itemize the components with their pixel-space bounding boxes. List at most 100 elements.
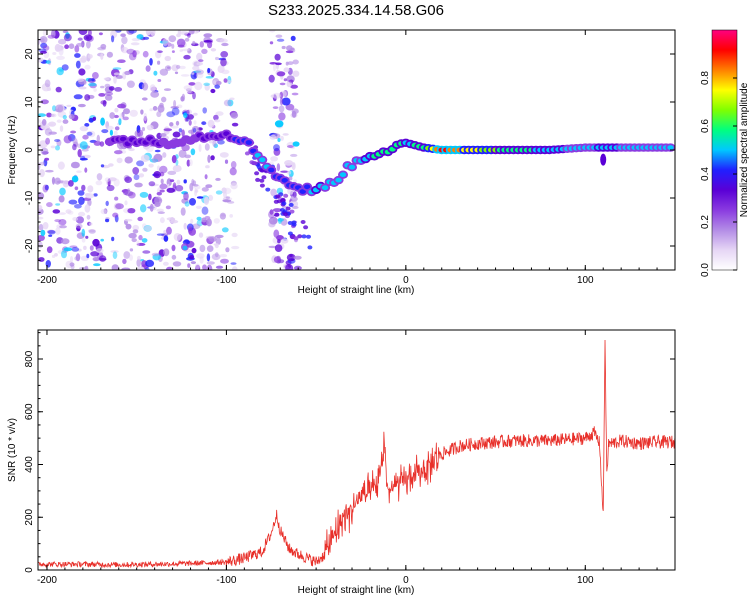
noise-blob	[189, 159, 193, 167]
noise-blob	[219, 152, 229, 158]
noise-blob	[276, 38, 285, 42]
noise-blob	[100, 209, 107, 215]
noise-blob	[210, 88, 216, 94]
noise-blob	[84, 94, 91, 101]
noise-blob	[163, 88, 172, 91]
noise-blob	[268, 245, 277, 249]
noise-blob	[48, 234, 53, 237]
noise-blob	[172, 261, 182, 267]
noise-blob	[153, 171, 161, 179]
noise-blob	[71, 247, 80, 252]
noise-blob	[140, 204, 147, 213]
noise-blob	[89, 245, 94, 251]
noise-blob	[148, 193, 152, 201]
noise-blob	[187, 33, 191, 38]
noise-blob	[287, 231, 293, 236]
noise-blob	[215, 190, 223, 195]
noise-blob	[42, 184, 49, 193]
noise-blob	[216, 80, 222, 86]
noise-blob	[167, 170, 177, 175]
noise-blob	[193, 70, 202, 74]
noise-blob	[123, 108, 130, 115]
noise-blob	[68, 199, 78, 205]
noise-blob	[38, 241, 43, 249]
noise-blob	[129, 109, 138, 117]
noise-blob	[83, 245, 87, 250]
noise-blob	[56, 119, 62, 123]
noise-blob	[278, 112, 286, 121]
noise-blob	[57, 161, 65, 170]
noise-blob	[169, 179, 175, 183]
noise-blob	[220, 258, 229, 264]
noise-blob	[100, 85, 105, 89]
noise-blob	[177, 30, 182, 35]
noise-blob	[70, 130, 77, 134]
noise-blob	[91, 78, 95, 82]
noise-blob	[40, 42, 48, 49]
noise-blob	[217, 65, 225, 74]
noise-blob	[86, 131, 93, 136]
noise-blob	[275, 34, 283, 38]
noise-blob	[229, 214, 233, 218]
noise-blob	[86, 40, 91, 49]
noise-blob	[72, 143, 77, 151]
noise-blob	[196, 52, 203, 61]
noise-blob	[45, 137, 50, 145]
noise-blob	[156, 191, 162, 196]
noise-blob	[83, 34, 93, 41]
noise-blob	[280, 170, 289, 173]
y-tick-label: -20	[24, 238, 35, 253]
noise-blob	[78, 30, 88, 36]
noise-blob	[76, 225, 81, 232]
noise-blob	[128, 191, 136, 199]
noise-blob	[59, 187, 66, 196]
colorbar-tick-label: 0.0	[700, 263, 711, 277]
noise-blob	[191, 125, 200, 133]
noise-blob	[38, 224, 44, 231]
snr-x-axis-label: Height of straight line (km)	[298, 585, 415, 596]
noise-blob	[220, 58, 227, 67]
noise-blob	[82, 134, 89, 140]
noise-blob	[100, 43, 107, 50]
noise-blob	[88, 229, 96, 234]
noise-blob	[42, 30, 47, 37]
noise-blob	[292, 70, 300, 77]
noise-blob	[114, 196, 119, 201]
noise-blob	[68, 43, 75, 49]
noise-blob	[136, 255, 141, 261]
noise-blob	[124, 70, 131, 76]
noise-blob	[201, 121, 207, 126]
noise-blob	[186, 159, 191, 167]
noise-blob	[71, 175, 79, 183]
noise-blob	[206, 253, 211, 262]
noise-blob	[231, 266, 238, 270]
noise-blob	[162, 38, 169, 46]
noise-blob	[100, 238, 104, 242]
noise-blob	[290, 196, 298, 202]
noise-blob	[50, 145, 56, 149]
noise-blob	[289, 209, 295, 214]
noise-blob	[132, 224, 139, 231]
noise-blob	[156, 233, 165, 236]
noise-blob	[292, 141, 300, 147]
noise-blob	[141, 127, 145, 132]
noise-blob	[273, 63, 276, 72]
noise-blob	[38, 216, 44, 220]
noise-blob	[159, 68, 169, 76]
noise-blob	[141, 82, 149, 91]
noise-blob	[255, 177, 261, 182]
chart-title: S233.2025.334.14.58.G06	[268, 2, 444, 19]
noise-blob	[143, 36, 150, 40]
noise-blob	[196, 196, 204, 199]
noise-blob	[72, 217, 79, 221]
noise-blob	[118, 118, 122, 126]
noise-blob	[285, 50, 294, 54]
noise-blob	[78, 211, 86, 217]
noise-blob	[286, 45, 293, 51]
y-tick-label: 0	[24, 567, 35, 573]
ridge-core	[667, 145, 674, 151]
noise-blob	[227, 201, 235, 204]
noise-blob	[160, 217, 165, 224]
noise-blob	[41, 119, 47, 126]
noise-blob	[138, 234, 143, 241]
